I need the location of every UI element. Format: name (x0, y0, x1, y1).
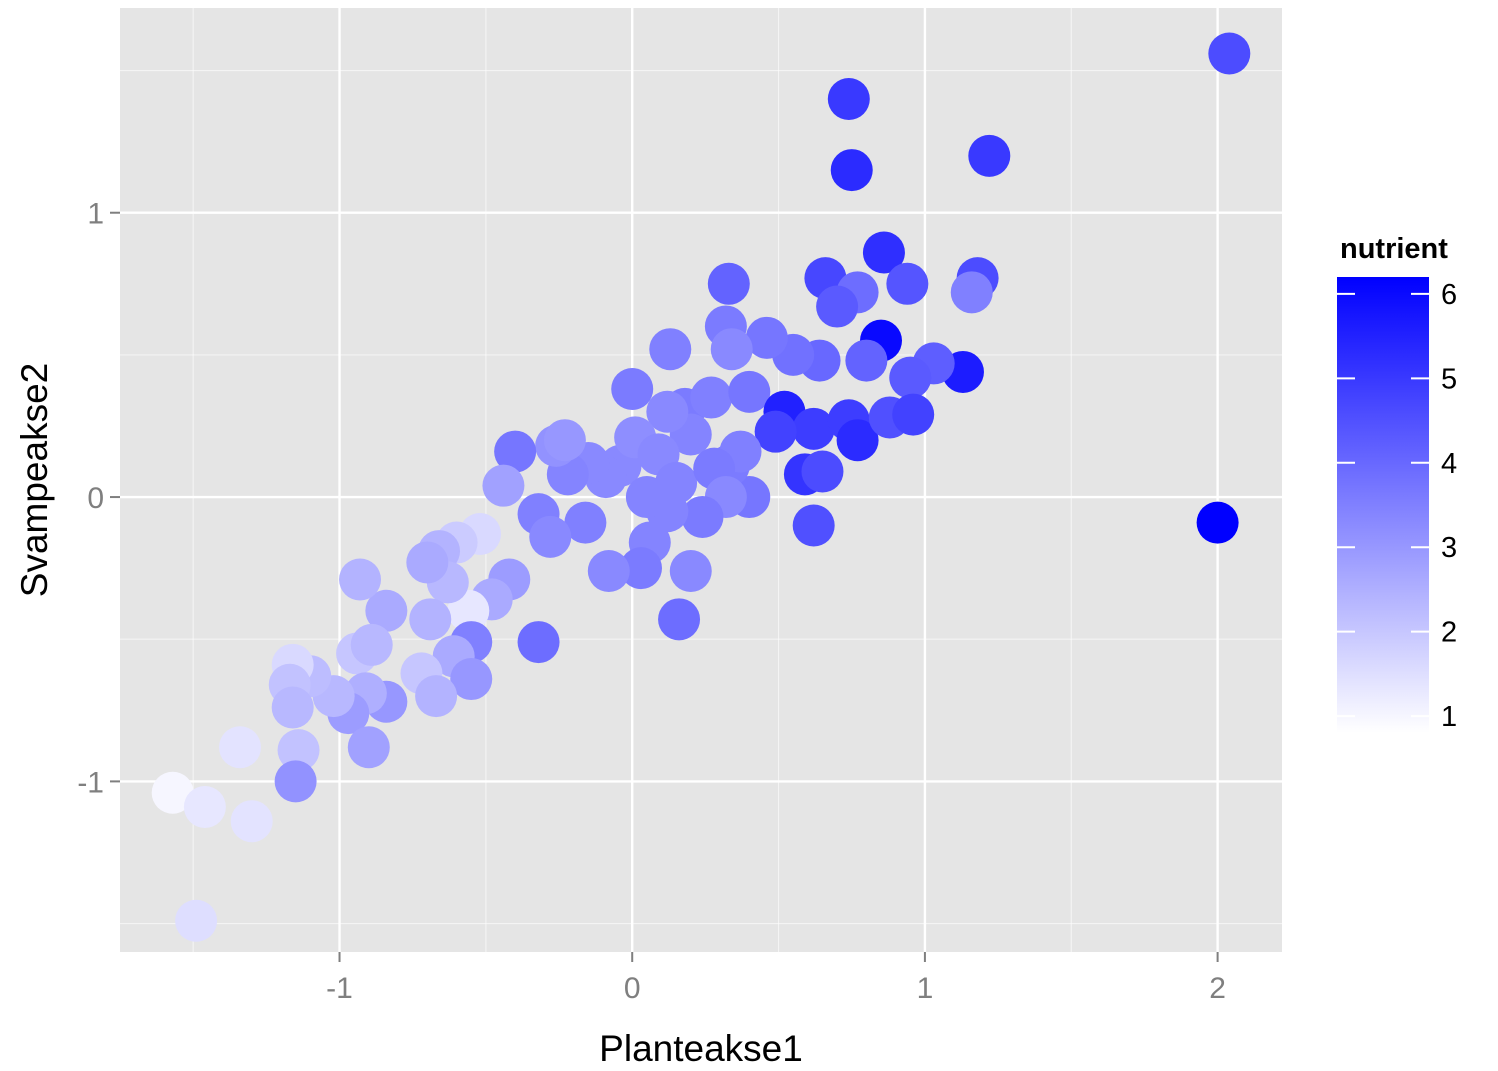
data-point (862, 231, 905, 274)
data-point (365, 589, 408, 632)
data-point (892, 393, 935, 436)
data-point (350, 623, 393, 666)
data-point (277, 729, 320, 772)
x-axis-title: Planteakse1 (599, 1028, 803, 1069)
data-point (151, 771, 194, 814)
data-point (409, 598, 452, 641)
legend-colorbar (1337, 277, 1429, 733)
y-tick-label: -1 (77, 766, 104, 799)
data-point (827, 77, 870, 120)
x-tick-label: 0 (624, 972, 641, 1005)
data-point (889, 356, 932, 399)
data-point (339, 558, 382, 601)
data-point (845, 339, 888, 382)
data-point (681, 495, 724, 538)
data-point (658, 598, 701, 641)
data-point (950, 271, 993, 314)
data-point (611, 368, 654, 411)
data-point (816, 285, 859, 328)
legend-ticks: 1 2 3 4 5 6 (1337, 279, 1457, 733)
legend-title: nutrient (1340, 233, 1448, 265)
color-legend: nutrient 1 2 3 4 5 6 (1337, 233, 1457, 733)
data-point (707, 262, 750, 305)
data-point (274, 760, 317, 803)
data-point (517, 621, 560, 664)
x-tick-label: 2 (1209, 972, 1226, 1005)
legend-tick-label: 3 (1441, 532, 1457, 564)
data-point (728, 370, 771, 413)
y-axis-title: Svampeakse2 (14, 363, 55, 597)
data-point (1196, 501, 1239, 544)
data-point (482, 464, 525, 507)
data-point (754, 410, 797, 453)
data-point (886, 262, 929, 305)
data-point (347, 726, 390, 769)
grid-lines (120, 8, 1282, 952)
y-tick-label: 1 (87, 198, 104, 231)
legend-tick-label: 2 (1441, 617, 1457, 649)
data-point (646, 390, 689, 433)
data-point (792, 407, 835, 450)
data-point (494, 430, 537, 473)
axes: -1 0 1 2 -1 0 1 (77, 198, 1226, 1005)
data-point (801, 450, 844, 493)
legend-tick-label: 1 (1441, 701, 1457, 733)
data-point (830, 149, 873, 192)
data-point (649, 328, 692, 371)
data-point (529, 515, 572, 558)
x-tick-label: -1 (326, 972, 353, 1005)
data-point (587, 549, 630, 592)
data-point (271, 686, 314, 729)
data-point (1208, 32, 1251, 75)
data-point (625, 476, 668, 519)
data-point (669, 549, 712, 592)
legend-tick-label: 5 (1441, 363, 1457, 395)
legend-tick-label: 6 (1441, 279, 1457, 311)
data-point (183, 785, 226, 828)
data-point (219, 726, 262, 769)
data-point (968, 134, 1011, 177)
legend-tick-label: 4 (1441, 448, 1457, 480)
data-points (151, 32, 1251, 942)
data-point (543, 419, 586, 462)
data-point (619, 547, 662, 590)
data-point (406, 541, 449, 584)
data-point (690, 376, 733, 419)
y-tick-label: 0 (87, 482, 104, 515)
x-tick-label: 1 (917, 972, 934, 1005)
data-point (792, 504, 835, 547)
data-point (745, 316, 788, 359)
data-point (564, 501, 607, 544)
data-point (415, 675, 458, 718)
data-point (175, 899, 218, 942)
data-point (230, 800, 273, 843)
data-point (710, 328, 753, 371)
data-point (450, 658, 493, 701)
data-point (836, 419, 879, 462)
